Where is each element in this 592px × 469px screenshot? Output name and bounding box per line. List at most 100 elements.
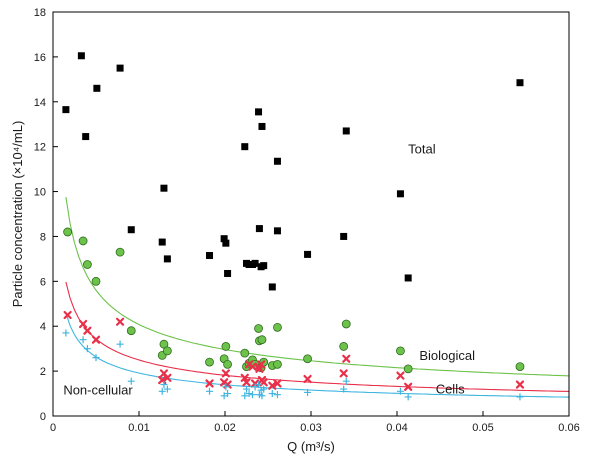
- x-axis-label: Q (m³/s): [287, 439, 335, 454]
- cells-point: [79, 319, 88, 329]
- non-cellular-fit-curve: [65, 313, 570, 398]
- biological-point: [303, 354, 312, 364]
- non-cellular-point: [273, 391, 281, 399]
- biological-point: [257, 335, 267, 345]
- total-point: [342, 127, 350, 135]
- x-tick-label: 0.03: [300, 422, 321, 434]
- biological-point: [515, 362, 525, 372]
- x-tick-label: 0.06: [558, 422, 579, 434]
- biological-point: [223, 359, 232, 369]
- cells-point: [515, 380, 525, 389]
- non-cellular-point: [340, 385, 348, 393]
- biological-point: [339, 342, 349, 351]
- non-cellular-point: [245, 390, 253, 398]
- biological-point: [221, 342, 231, 351]
- total-point: [255, 108, 263, 116]
- total-point: [163, 255, 171, 263]
- cells-point: [303, 374, 312, 384]
- cells-point: [268, 381, 277, 390]
- x-tick-label: 0.04: [386, 422, 407, 434]
- total-point: [340, 232, 348, 240]
- total-point: [396, 190, 404, 198]
- non-cellular-point: [304, 388, 312, 396]
- biological-fit-curve: [65, 197, 570, 377]
- non-cellular-point: [260, 385, 268, 393]
- non-cellular-point: [160, 381, 168, 389]
- biological-point: [63, 227, 73, 237]
- non-cellular-point: [516, 393, 524, 401]
- total-point: [516, 79, 524, 87]
- non-cellular-label: Non-cellular: [63, 383, 133, 398]
- y-tick-label: 12: [34, 142, 46, 154]
- total-point: [260, 262, 268, 270]
- total-point: [404, 274, 412, 282]
- cells-point: [63, 310, 72, 320]
- non-cellular-point: [249, 391, 257, 399]
- x-tick-label: 0.02: [214, 422, 235, 434]
- total-point: [222, 239, 230, 247]
- biological-point: [83, 260, 92, 269]
- cells-point: [396, 371, 405, 380]
- cells-point: [91, 335, 101, 344]
- biological-point: [126, 326, 136, 336]
- y-tick-label: 18: [34, 7, 46, 19]
- non-cellular-point: [258, 392, 266, 400]
- y-tick-label: 4: [40, 321, 46, 333]
- cells-point: [339, 369, 348, 378]
- annotations: Total Biological Cells Non-cellular: [63, 141, 475, 397]
- x-tick-label: 0.01: [128, 422, 149, 434]
- non-cellular-point: [404, 393, 412, 401]
- y-tick-label: 6: [40, 276, 46, 288]
- non-cellular-point: [92, 354, 100, 362]
- biological-point: [78, 236, 88, 246]
- total-point: [62, 106, 70, 114]
- non-cellular-point: [342, 377, 350, 385]
- total-point: [116, 64, 124, 72]
- non-cellular-point: [79, 336, 87, 344]
- non-cellular-point: [255, 381, 263, 389]
- total-point: [251, 259, 259, 267]
- cells-point: [257, 360, 266, 369]
- total-point: [158, 238, 166, 246]
- cells-point: [221, 369, 230, 378]
- total-point: [273, 227, 281, 235]
- total-point: [82, 133, 90, 141]
- total-point: [93, 84, 101, 92]
- cells-point: [404, 382, 413, 391]
- cells-point: [115, 317, 125, 326]
- y-axis-label: Particle concentration (×10⁴/mL): [10, 121, 25, 308]
- cells-point: [205, 379, 214, 388]
- biological-point: [341, 319, 351, 329]
- non-cellular-point: [224, 390, 232, 398]
- total-point: [77, 52, 85, 60]
- biological-point: [115, 247, 125, 257]
- non-cellular-point: [158, 387, 166, 395]
- total-point: [206, 252, 214, 260]
- biological-point: [91, 276, 101, 286]
- biological-point: [254, 324, 263, 333]
- y-tick-label: 2: [40, 366, 46, 378]
- non-cellular-point: [243, 385, 250, 393]
- total-point: [258, 122, 266, 130]
- cells-point: [163, 373, 172, 382]
- non-cellular-point: [83, 345, 91, 353]
- cells-point: [342, 354, 351, 363]
- total-point: [273, 157, 281, 165]
- biological-label: Biological: [419, 348, 475, 363]
- biological-point: [162, 346, 172, 356]
- biological-point: [273, 322, 282, 332]
- non-cellular-point: [396, 387, 404, 395]
- non-cellular-point: [116, 340, 124, 348]
- y-tick-label: 16: [34, 52, 46, 64]
- plot-frame: [52, 11, 570, 417]
- y-tick-label: 10: [34, 187, 46, 199]
- cells-point: [273, 379, 282, 388]
- non-cellular-point: [127, 377, 135, 385]
- biological-point: [396, 346, 405, 356]
- total-point: [224, 269, 232, 277]
- total-label: Total: [408, 141, 436, 156]
- cells-point: [242, 378, 251, 387]
- y-tick-label: 0: [40, 411, 46, 423]
- biological-point: [403, 364, 413, 374]
- non-cellular-point: [222, 383, 230, 391]
